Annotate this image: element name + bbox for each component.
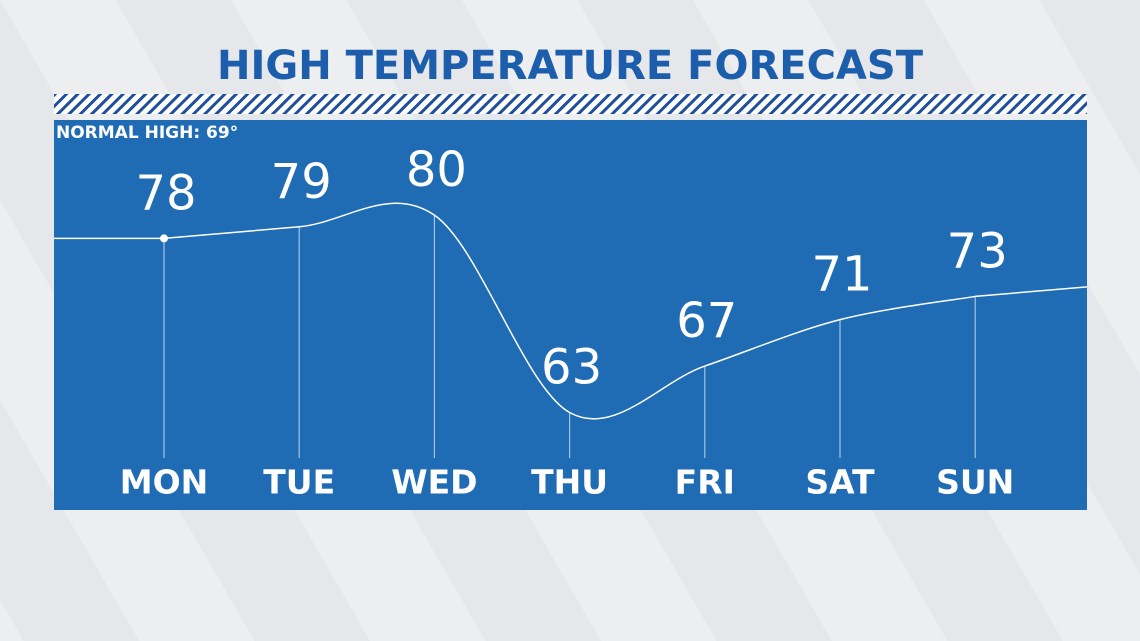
- data-label: 71: [811, 247, 872, 303]
- data-label: 78: [135, 165, 196, 221]
- chart-panel: [54, 120, 1087, 510]
- x-tick-label: FRI: [675, 463, 735, 502]
- data-label: 79: [271, 154, 332, 210]
- annotation: NORMAL HIGH: 69°: [56, 123, 238, 143]
- x-tick-label: WED: [391, 463, 477, 502]
- x-tick-label: SAT: [805, 463, 875, 502]
- x-tick-label: THU: [531, 463, 608, 502]
- x-tick-label: MON: [120, 463, 209, 502]
- data-label: 80: [406, 142, 467, 198]
- point: [160, 234, 168, 243]
- data-label: 67: [676, 293, 737, 349]
- line-extension: [975, 286, 1088, 298]
- hatch-band: [54, 94, 1087, 114]
- x-tick-label: SUN: [936, 463, 1014, 502]
- chart-title: HIGH TEMPERATURE FORECAST: [217, 43, 924, 89]
- x-tick-label: TUE: [263, 463, 335, 502]
- data-label: 73: [947, 223, 1008, 279]
- temperature-line: [163, 202, 976, 420]
- data-label: 63: [541, 340, 602, 396]
